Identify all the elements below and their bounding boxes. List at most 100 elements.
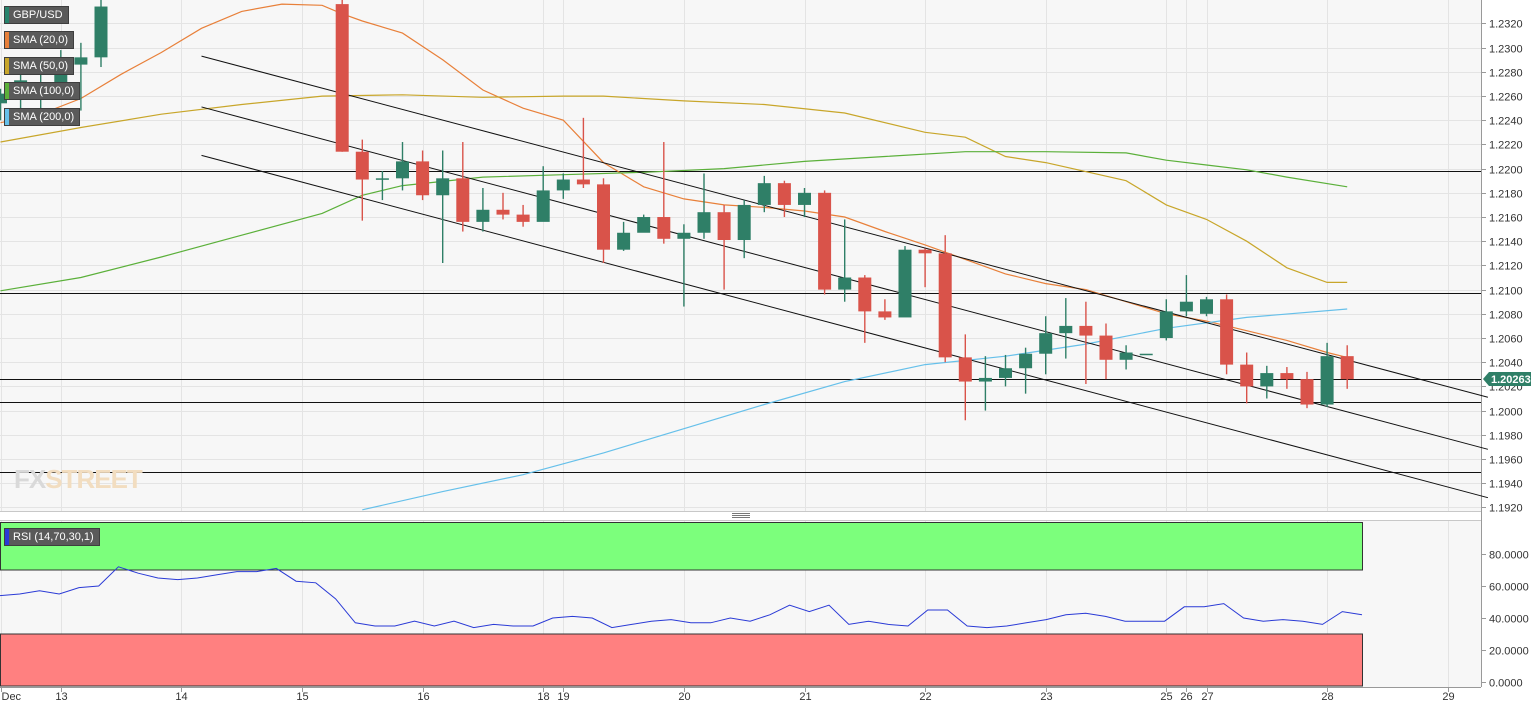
price-tick-label: 1.2080 (1489, 310, 1523, 322)
candle-body (576, 179, 590, 185)
rsi-line (0, 566, 1363, 629)
time-tick-label: 25 (1160, 691, 1172, 703)
time-tick-label: 26 (1180, 691, 1192, 703)
candle-body (677, 232, 691, 239)
time-tick-label: 28 (1321, 691, 1333, 703)
candle-body (1260, 373, 1274, 387)
price-tick-label: 1.2100 (1489, 286, 1523, 298)
candle-body (1220, 299, 1234, 365)
price-axis-background (1481, 0, 1536, 712)
price-tick-label: 1.2260 (1489, 92, 1523, 104)
candle-body (938, 253, 952, 358)
candle-body (416, 161, 430, 196)
candle-body (355, 151, 369, 180)
price-tick-label: 1.2060 (1489, 334, 1523, 346)
price-tick-label: 1.2000 (1489, 407, 1523, 419)
candle-body (858, 277, 872, 312)
sma20-label-text: SMA (20,0) (13, 34, 69, 46)
candle-body (496, 209, 510, 215)
candle-body (1200, 299, 1213, 314)
candle-body (838, 277, 852, 290)
candle-body (1280, 373, 1294, 380)
time-tick-label: 20 (678, 691, 690, 703)
time-tick-label: 21 (799, 691, 811, 703)
fxstreet-watermark: FXSTREET (14, 464, 143, 495)
price-tick-label: 1.2040 (1489, 358, 1523, 370)
rsi-label[interactable]: RSI (14,70,30,1) (4, 528, 100, 546)
sma50-label-text: SMA (50,0) (13, 60, 69, 72)
time-tick-label: 27 (1201, 691, 1213, 703)
candle-body (717, 212, 731, 241)
price-tick-label: 1.2200 (1489, 165, 1523, 177)
candle-body (1300, 379, 1314, 405)
time-axis-background (0, 687, 1481, 712)
trend-channel-line (201, 154, 1489, 499)
candle-body (0, 93, 7, 104)
price-tick-label: 1.1920 (1489, 503, 1523, 515)
candle-body (436, 178, 450, 196)
sma200-color-swatch (5, 109, 9, 125)
candle-body (637, 217, 651, 233)
sma20-color-swatch (5, 32, 9, 48)
rsi-color-swatch (5, 529, 9, 545)
candle-body (1340, 356, 1354, 380)
price-tick-label: 1.2160 (1489, 213, 1523, 225)
time-tick-label: 22 (919, 691, 931, 703)
candle-body (1039, 333, 1053, 354)
price-tick-label: 1.2300 (1489, 44, 1523, 56)
time-tick-label: 16 (417, 691, 429, 703)
indicator-label-sma100[interactable]: SMA (100,0) (4, 82, 81, 100)
time-tick-label: Dec (2, 691, 22, 703)
candle-body (1119, 352, 1133, 360)
candle-body (777, 183, 791, 205)
time-tick-label: 14 (175, 691, 187, 703)
price-tick-label: 1.2120 (1489, 261, 1523, 273)
price-pane-background (0, 0, 1481, 512)
rsi-tick-label: 0.0000 (1489, 678, 1523, 690)
rsi-oversold-zone (0, 633, 1363, 687)
price-tick-label: 1.1980 (1489, 431, 1523, 443)
rsi-tick-label: 60.0000 (1489, 582, 1529, 594)
indicator-label-sma50[interactable]: SMA (50,0) (4, 57, 75, 75)
price-tick-label: 1.2240 (1489, 116, 1523, 128)
candle-body (1099, 335, 1113, 360)
candle-body (918, 249, 932, 254)
candle-body (536, 190, 550, 222)
candle-body (999, 368, 1012, 378)
candle-body (74, 57, 88, 65)
candle-body (798, 192, 811, 205)
indicator-label-sma20[interactable]: SMA (20,0) (4, 31, 75, 49)
candle-body (1159, 311, 1173, 339)
time-tick-label: 19 (557, 691, 569, 703)
price-tick-label: 1.1940 (1489, 479, 1523, 491)
candle-body (1059, 325, 1073, 334)
candle-body (978, 377, 992, 382)
candle-body (657, 217, 671, 239)
candle-body (1019, 353, 1033, 369)
price-tick-label: 1.2140 (1489, 237, 1523, 249)
price-tick-label: 1.1960 (1489, 455, 1523, 467)
candle-body (1179, 301, 1193, 312)
instrument-label[interactable]: GBP/USD (4, 6, 69, 24)
rsi-overbought-zone (0, 522, 1363, 571)
rsi-label-text: RSI (14,70,30,1) (13, 531, 94, 543)
sma-line (0, 94, 1348, 283)
indicator-label-sma200[interactable]: SMA (200,0) (4, 108, 81, 126)
price-tick-label: 1.2320 (1489, 19, 1523, 31)
price-tick-label: 1.2180 (1489, 189, 1523, 201)
watermark-street: STREET (45, 464, 143, 494)
candle-body (617, 232, 631, 250)
candle-body (476, 209, 490, 222)
rsi-tick-label: 40.0000 (1489, 614, 1529, 626)
candle-body (1240, 364, 1254, 387)
price-tick-label: 1.2220 (1489, 140, 1523, 152)
time-tick-label: 29 (1442, 691, 1454, 703)
instrument-label-text: GBP/USD (13, 9, 63, 21)
candle-body (556, 179, 570, 191)
candle-body (737, 204, 751, 241)
sma-line (0, 151, 1348, 292)
candle-body (94, 6, 108, 58)
candle-body (958, 357, 972, 382)
